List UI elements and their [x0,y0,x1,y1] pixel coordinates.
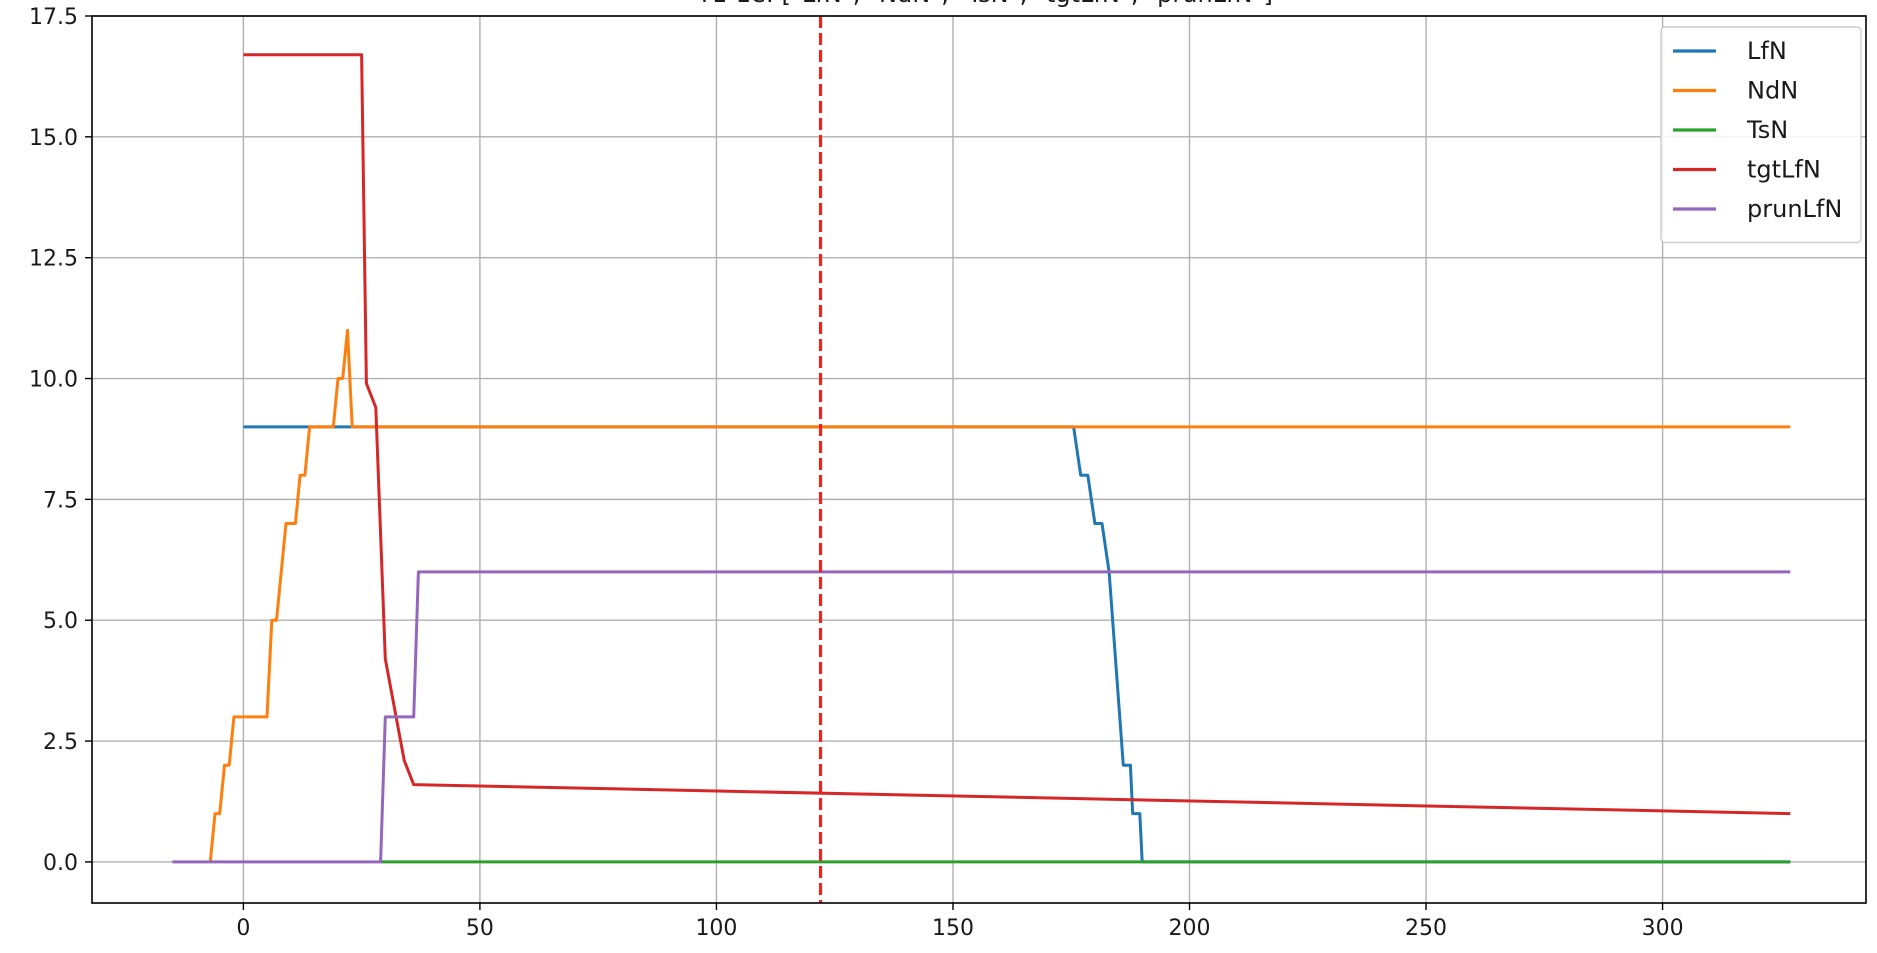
axis-ticks: 0 50 100 150 200 250 300 0.0 2.5 5.0 7.5 10.0 12.5 15… [29,5,1684,941]
legend-label: tgtLfN [1747,156,1821,184]
y-tick-label: 15.0 [29,126,78,151]
series-lines [172,53,1791,864]
x-tick-label: 250 [1405,916,1447,941]
grid-lines [92,15,1866,903]
x-tick-label: 0 [236,916,250,941]
legend: LfN NdN TsN tgtLfN prunLfN [1660,26,1862,244]
y-tick-label: 10.0 [29,368,78,393]
x-tick-label: 50 [466,916,494,941]
y-tick-label: 12.5 [29,247,78,272]
series-line-tgtlfn [243,53,1791,816]
y-tick-label: 5.0 [43,609,78,634]
x-tick-label: 150 [932,916,974,941]
legend-box [1660,26,1862,244]
plot-frame [91,15,1867,904]
series-line-prunlfn [172,570,1791,864]
x-tick-label: 300 [1642,916,1684,941]
y-tick-label: 7.5 [43,488,78,513]
legend-label: TsN [1746,116,1788,144]
y-tick-label: 2.5 [43,730,78,755]
y-tick-label: 17.5 [29,5,78,30]
x-tick-label: 100 [695,916,737,941]
legend-label: LfN [1747,37,1787,65]
y-tick-label: 0.0 [43,851,78,876]
legend-label: prunLfN [1747,195,1842,223]
chart-title: T1-1e: ["LfN", "NdN", "TsN", "tgtLfN", "… [696,0,1273,8]
legend-label: NdN [1747,77,1798,105]
x-tick-label: 200 [1169,916,1211,941]
series-line-ndn [208,328,1791,863]
